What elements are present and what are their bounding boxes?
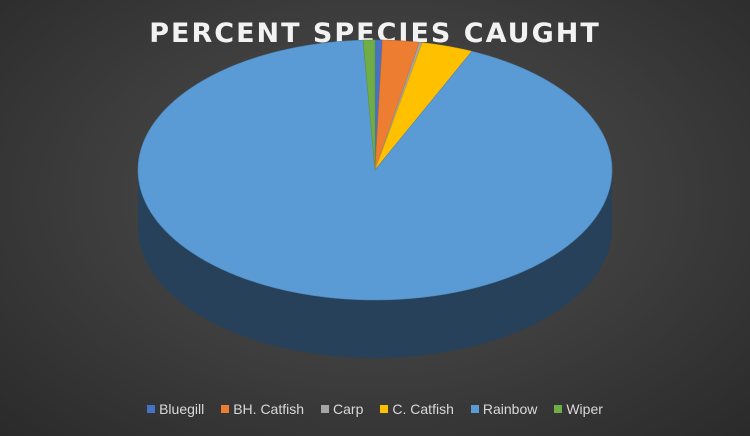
- legend-item-wiper[interactable]: Wiper: [554, 401, 603, 417]
- pie-slice-rainbow[interactable]: [137, 39, 613, 301]
- legend-item-bh-catfish[interactable]: BH. Catfish: [221, 401, 304, 417]
- legend-item-c-catfish[interactable]: C. Catfish: [380, 401, 454, 417]
- legend-swatch-c-catfish: [380, 405, 389, 413]
- legend-label-bh-catfish: BH. Catfish: [233, 401, 305, 417]
- pie-side-rainbow: [138, 170, 612, 358]
- legend-swatch-bluegill: [147, 405, 156, 413]
- legend-item-carp[interactable]: Carp: [321, 401, 363, 417]
- legend-label-rainbow: Rainbow: [482, 401, 538, 417]
- legend: Bluegill BH. Catfish Carp C. Catfish Rainbow…: [0, 401, 750, 417]
- legend-swatch-carp: [321, 405, 330, 413]
- pie-slice-wiper[interactable]: [362, 39, 376, 171]
- legend-swatch-wiper: [554, 405, 563, 413]
- legend-swatch-rainbow: [470, 405, 479, 413]
- legend-item-bluegill[interactable]: Bluegill: [147, 401, 204, 417]
- pie-slice-c-catfish[interactable]: [374, 42, 473, 171]
- legend-swatch-bh-catfish: [221, 405, 230, 413]
- legend-label-carp: Carp: [333, 401, 364, 417]
- legend-label-wiper: Wiper: [566, 401, 603, 417]
- legend-label-c-catfish: C. Catfish: [392, 401, 454, 417]
- legend-label-bluegill: Bluegill: [159, 401, 205, 417]
- legend-item-rainbow[interactable]: Rainbow: [470, 401, 538, 417]
